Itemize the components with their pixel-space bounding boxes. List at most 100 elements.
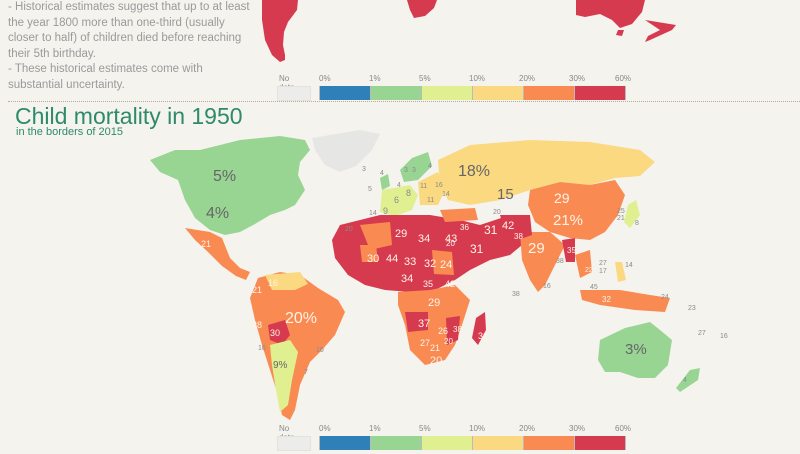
scandinavia-region: [400, 152, 432, 182]
label-madagascar: 31: [478, 331, 489, 341]
label-bangladesh: 38: [556, 258, 564, 265]
venezuela-region: [265, 272, 308, 290]
legend-tick-3: 10%: [469, 424, 486, 433]
legend-swatch-20-30: [524, 86, 575, 100]
note-line-1: - Historical estimates suggest that up t…: [8, 1, 250, 60]
japan-region: [624, 200, 640, 228]
label-chile: 16: [258, 345, 266, 352]
label-mali: 44: [386, 253, 399, 265]
legend-swatch-5-10: [422, 86, 473, 100]
label-china: 21%: [553, 212, 584, 229]
label-india: 29: [528, 240, 545, 257]
legend-swatch-1-5: [371, 436, 422, 450]
sudan-region: [432, 250, 454, 275]
legend-swatch-10-20: [473, 436, 524, 450]
label-zimbabwe: 20: [444, 337, 453, 346]
mauritania-region: [360, 245, 378, 262]
bolivia-region: [268, 320, 290, 345]
label-laos: 27: [599, 260, 607, 267]
label-kazakhstan: 15: [497, 186, 514, 203]
label-mozambique: 38: [453, 325, 462, 334]
historical-note: - Historical estimates suggest that up t…: [8, 0, 258, 93]
legend-swatch-5-10: [422, 436, 473, 450]
angola-region: [405, 312, 428, 332]
legend-tick-2: 5%: [419, 424, 431, 433]
label-vanuatu: 27: [698, 330, 706, 337]
label-philippines: 14: [625, 262, 633, 269]
legend-swatch-0-1: [319, 86, 371, 100]
legend-color-bar: [319, 436, 626, 450]
label-cambodia: 17: [599, 268, 607, 275]
label-nigeria: 34: [401, 273, 414, 285]
label-south-sudan: 42: [445, 279, 456, 289]
label-colombia: 21: [252, 285, 263, 295]
south-america-region: [250, 272, 345, 420]
label-sudan: 24: [440, 259, 453, 271]
legend-tick-4: 20%: [519, 74, 536, 83]
label-egypt: 43: [445, 233, 458, 245]
legend-tick-3: 10%: [469, 74, 486, 83]
label-libya: 34: [418, 233, 431, 245]
philippines-region: [615, 262, 626, 282]
label-indonesia: 32: [602, 295, 611, 304]
label-car: 35: [423, 279, 434, 289]
legend-swatch-1-5: [371, 86, 422, 100]
label-spain: 9: [383, 206, 389, 216]
legend-swatch-0-1: [319, 436, 371, 450]
label-drc: 29: [428, 297, 441, 309]
label-japan: 8: [635, 220, 639, 227]
label-ethiopia: 34: [460, 276, 473, 288]
label-bolivia: 30: [270, 328, 281, 338]
label-nz: 4: [683, 377, 687, 384]
label-south-africa: 20: [430, 355, 443, 367]
label-fiji: 16: [720, 333, 728, 340]
legend-color-bar: [319, 86, 626, 100]
legend-tick-2: 5%: [419, 74, 431, 83]
label-russia: 18%: [458, 163, 491, 180]
label-sweden: 3: [412, 167, 416, 174]
legend-tick-6: 60%: [615, 74, 632, 83]
label-malaysia: 45: [590, 284, 598, 291]
se-asia-region: [575, 250, 592, 278]
map-title: Child mortality in 1950: [15, 103, 243, 129]
north-america-region: [150, 136, 310, 235]
label-zambia: 26: [438, 326, 449, 336]
label-saudi: 31: [470, 242, 484, 256]
label-peru: 28: [252, 320, 263, 330]
mexico-region: [185, 228, 250, 280]
label-romania: 11: [427, 197, 435, 204]
legend-swatch-20-30: [524, 436, 575, 450]
label-iceland: 3: [362, 166, 366, 173]
label-ireland: 5: [368, 186, 372, 193]
label-iraq: 36: [460, 223, 469, 232]
central-africa-region: [398, 285, 470, 365]
label-uruguay: 7: [304, 369, 308, 376]
myanmar-region: [562, 238, 575, 262]
label-botswana: 21: [430, 343, 441, 353]
label-poland: 8: [406, 188, 412, 198]
greenland-region: [312, 130, 380, 172]
label-finland: 4: [428, 163, 432, 170]
label-solomon: 23: [688, 305, 696, 312]
label-niger: 33: [404, 256, 417, 268]
label-korea-south: 21: [617, 215, 625, 222]
legend-tick-5: 30%: [569, 74, 586, 83]
label-canada: 5%: [213, 168, 237, 185]
label-thailand: 20: [566, 261, 575, 270]
label-korea-north: 25: [617, 208, 625, 215]
label-mongolia: 29: [554, 190, 570, 206]
label-namibia: 27: [420, 338, 431, 348]
legend-tick-1: 1%: [369, 74, 381, 83]
turkey-region: [440, 208, 478, 222]
eastern-europe-region: [418, 172, 445, 205]
algeria-region: [360, 222, 392, 250]
label-maldives: 38: [512, 291, 520, 298]
legend-tick-1: 1%: [369, 424, 381, 433]
new-zealand-region: [676, 368, 700, 392]
label-chad: 32: [424, 258, 437, 270]
label-mexico: 21: [201, 239, 212, 249]
label-argentina: 9%: [273, 360, 288, 371]
label-myanmar: 35: [567, 246, 576, 255]
note-line-2: - These historical estimates come with s…: [8, 63, 203, 91]
